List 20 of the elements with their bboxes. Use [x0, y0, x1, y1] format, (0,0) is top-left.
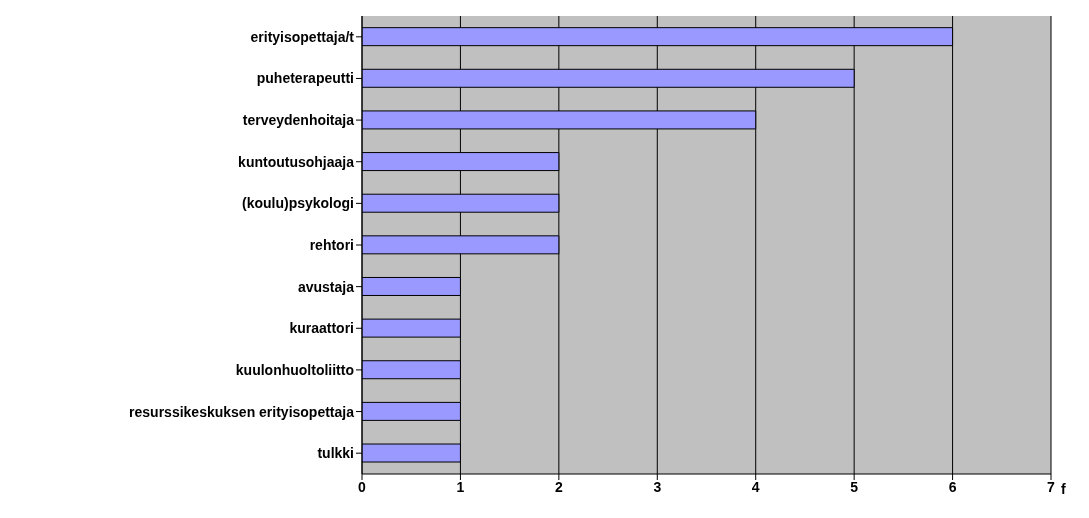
- x-tick-label: 4: [751, 478, 760, 495]
- x-axis-title: f: [1061, 481, 1066, 497]
- y-tick-label: resurssikeskuksen erityisopettaja: [129, 403, 355, 420]
- y-tick-label: rehtori: [309, 236, 354, 253]
- y-tick-label: puheterapeutti: [256, 70, 354, 87]
- y-tick-label: kuraattori: [289, 320, 354, 337]
- y-tick-label: kuulonhuoltoliitto: [235, 361, 354, 378]
- y-tick-label: tulkki: [317, 445, 354, 462]
- y-tick-label: avustaja: [297, 278, 355, 295]
- x-tick-label: 5: [850, 478, 859, 495]
- x-tick-label: 0: [358, 478, 367, 495]
- x-tick-label: 6: [948, 478, 957, 495]
- y-tick-label: (koulu)psykologi: [242, 195, 354, 212]
- x-tick-label: 7: [1047, 478, 1056, 495]
- x-tick-label: 3: [653, 478, 662, 495]
- x-tick-label: 2: [554, 478, 563, 495]
- y-tick-label: terveydenhoitaja: [242, 112, 355, 129]
- y-tick-label: erityisopettaja/t: [250, 28, 355, 45]
- x-tick-label: 1: [456, 478, 465, 495]
- y-tick-label: kuntoutusohjaaja: [238, 153, 355, 170]
